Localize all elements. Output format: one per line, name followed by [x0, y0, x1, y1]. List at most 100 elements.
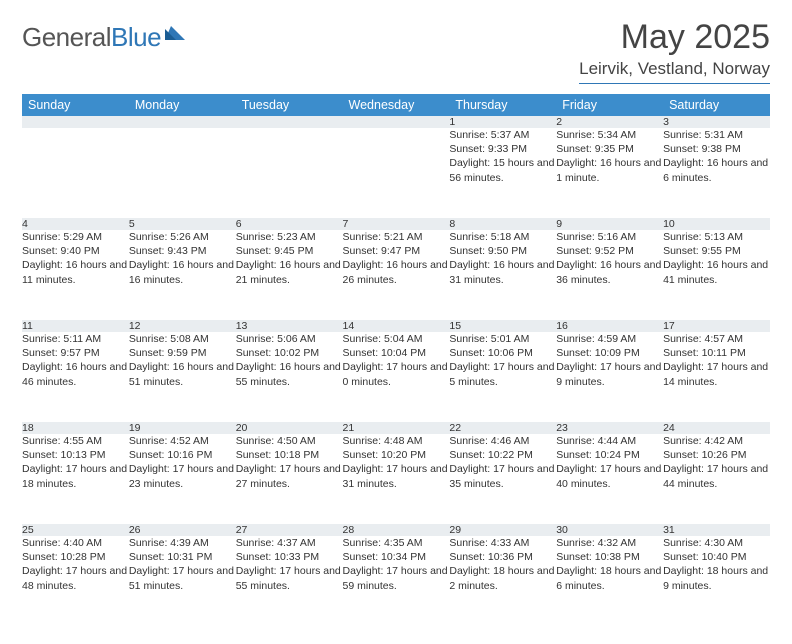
sunset-text: Sunset: 9:57 PM: [22, 346, 129, 360]
day-number-row: 25262728293031: [22, 524, 770, 536]
sunset-text: Sunset: 10:36 PM: [449, 550, 556, 564]
day-detail-row: Sunrise: 5:29 AMSunset: 9:40 PMDaylight:…: [22, 230, 770, 320]
flag-icon: [165, 24, 185, 44]
sunset-text: Sunset: 10:33 PM: [236, 550, 343, 564]
header: GeneralBlue May 2025 Leirvik, Vestland, …: [22, 18, 770, 84]
location-label: Leirvik, Vestland, Norway: [579, 59, 770, 79]
month-title: May 2025: [579, 18, 770, 57]
sunset-text: Sunset: 10:04 PM: [343, 346, 450, 360]
sunrise-text: Sunrise: 5:23 AM: [236, 230, 343, 244]
day-detail-cell: Sunrise: 5:04 AMSunset: 10:04 PMDaylight…: [343, 332, 450, 422]
sunset-text: Sunset: 10:09 PM: [556, 346, 663, 360]
sunrise-text: Sunrise: 4:52 AM: [129, 434, 236, 448]
daylight-text: Daylight: 17 hours and 44 minutes.: [663, 462, 770, 490]
sunset-text: Sunset: 9:59 PM: [129, 346, 236, 360]
daylight-text: Daylight: 16 hours and 46 minutes.: [22, 360, 129, 388]
calendar-table: Sunday Monday Tuesday Wednesday Thursday…: [22, 94, 770, 626]
day-number-cell: 22: [449, 422, 556, 434]
sunset-text: Sunset: 9:33 PM: [449, 142, 556, 156]
brand-text: GeneralBlue: [22, 22, 161, 53]
sunrise-text: Sunrise: 4:30 AM: [663, 536, 770, 550]
day-number-cell: [343, 116, 450, 128]
day-detail-row: Sunrise: 4:40 AMSunset: 10:28 PMDaylight…: [22, 536, 770, 626]
sunset-text: Sunset: 10:16 PM: [129, 448, 236, 462]
day-detail-cell: Sunrise: 5:01 AMSunset: 10:06 PMDaylight…: [449, 332, 556, 422]
daylight-text: Daylight: 16 hours and 41 minutes.: [663, 258, 770, 286]
day-detail-cell: Sunrise: 4:33 AMSunset: 10:36 PMDaylight…: [449, 536, 556, 626]
sunset-text: Sunset: 10:34 PM: [343, 550, 450, 564]
day-number-cell: 18: [22, 422, 129, 434]
day-number-cell: 2: [556, 116, 663, 128]
day-number-cell: 14: [343, 320, 450, 332]
day-detail-cell: Sunrise: 4:46 AMSunset: 10:22 PMDaylight…: [449, 434, 556, 524]
day-detail-cell: Sunrise: 4:48 AMSunset: 10:20 PMDaylight…: [343, 434, 450, 524]
daylight-text: Daylight: 16 hours and 26 minutes.: [343, 258, 450, 286]
sunrise-text: Sunrise: 5:13 AM: [663, 230, 770, 244]
sunrise-text: Sunrise: 4:39 AM: [129, 536, 236, 550]
sunset-text: Sunset: 10:24 PM: [556, 448, 663, 462]
sunrise-text: Sunrise: 5:08 AM: [129, 332, 236, 346]
day-number-row: 18192021222324: [22, 422, 770, 434]
day-detail-cell: Sunrise: 5:34 AMSunset: 9:35 PMDaylight:…: [556, 128, 663, 218]
day-number-cell: 8: [449, 218, 556, 230]
sunset-text: Sunset: 9:47 PM: [343, 244, 450, 258]
day-number-cell: 15: [449, 320, 556, 332]
brand-word2: Blue: [111, 22, 161, 52]
day-detail-cell: Sunrise: 4:52 AMSunset: 10:16 PMDaylight…: [129, 434, 236, 524]
day-number-row: 11121314151617: [22, 320, 770, 332]
sunrise-text: Sunrise: 5:18 AM: [449, 230, 556, 244]
sunset-text: Sunset: 10:38 PM: [556, 550, 663, 564]
day-detail-row: Sunrise: 4:55 AMSunset: 10:13 PMDaylight…: [22, 434, 770, 524]
day-number-cell: 26: [129, 524, 236, 536]
daylight-text: Daylight: 17 hours and 51 minutes.: [129, 564, 236, 592]
day-detail-cell: Sunrise: 5:31 AMSunset: 9:38 PMDaylight:…: [663, 128, 770, 218]
weekday-header-row: Sunday Monday Tuesday Wednesday Thursday…: [22, 94, 770, 116]
sunrise-text: Sunrise: 5:21 AM: [343, 230, 450, 244]
daylight-text: Daylight: 17 hours and 31 minutes.: [343, 462, 450, 490]
day-number-cell: 20: [236, 422, 343, 434]
sunset-text: Sunset: 10:20 PM: [343, 448, 450, 462]
sunrise-text: Sunrise: 4:42 AM: [663, 434, 770, 448]
daylight-text: Daylight: 16 hours and 55 minutes.: [236, 360, 343, 388]
day-number-row: 45678910: [22, 218, 770, 230]
daylight-text: Daylight: 18 hours and 9 minutes.: [663, 564, 770, 592]
day-detail-cell: [22, 128, 129, 218]
title-divider: [579, 83, 770, 84]
daylight-text: Daylight: 16 hours and 36 minutes.: [556, 258, 663, 286]
sunset-text: Sunset: 9:55 PM: [663, 244, 770, 258]
daylight-text: Daylight: 17 hours and 23 minutes.: [129, 462, 236, 490]
daylight-text: Daylight: 18 hours and 6 minutes.: [556, 564, 663, 592]
day-number-cell: 9: [556, 218, 663, 230]
day-number-cell: 25: [22, 524, 129, 536]
day-detail-cell: Sunrise: 4:35 AMSunset: 10:34 PMDaylight…: [343, 536, 450, 626]
daylight-text: Daylight: 16 hours and 1 minute.: [556, 156, 663, 184]
day-detail-cell: Sunrise: 5:29 AMSunset: 9:40 PMDaylight:…: [22, 230, 129, 320]
day-number-cell: 10: [663, 218, 770, 230]
sunset-text: Sunset: 10:13 PM: [22, 448, 129, 462]
day-number-cell: 13: [236, 320, 343, 332]
sunrise-text: Sunrise: 5:16 AM: [556, 230, 663, 244]
day-detail-cell: Sunrise: 5:26 AMSunset: 9:43 PMDaylight:…: [129, 230, 236, 320]
day-number-cell: 1: [449, 116, 556, 128]
brand-word1: General: [22, 22, 111, 52]
daylight-text: Daylight: 17 hours and 9 minutes.: [556, 360, 663, 388]
weekday-header: Monday: [129, 94, 236, 116]
day-detail-cell: [343, 128, 450, 218]
day-number-cell: 11: [22, 320, 129, 332]
day-detail-cell: Sunrise: 5:06 AMSunset: 10:02 PMDaylight…: [236, 332, 343, 422]
sunset-text: Sunset: 10:22 PM: [449, 448, 556, 462]
daylight-text: Daylight: 17 hours and 5 minutes.: [449, 360, 556, 388]
sunset-text: Sunset: 9:40 PM: [22, 244, 129, 258]
weekday-header: Tuesday: [236, 94, 343, 116]
day-detail-cell: Sunrise: 4:42 AMSunset: 10:26 PMDaylight…: [663, 434, 770, 524]
day-number-cell: [129, 116, 236, 128]
weekday-header: Thursday: [449, 94, 556, 116]
day-detail-cell: Sunrise: 4:30 AMSunset: 10:40 PMDaylight…: [663, 536, 770, 626]
sunset-text: Sunset: 9:52 PM: [556, 244, 663, 258]
weekday-header: Friday: [556, 94, 663, 116]
day-detail-cell: Sunrise: 5:18 AMSunset: 9:50 PMDaylight:…: [449, 230, 556, 320]
day-number-cell: 16: [556, 320, 663, 332]
weekday-header: Sunday: [22, 94, 129, 116]
day-detail-cell: Sunrise: 4:40 AMSunset: 10:28 PMDaylight…: [22, 536, 129, 626]
day-number-cell: 31: [663, 524, 770, 536]
